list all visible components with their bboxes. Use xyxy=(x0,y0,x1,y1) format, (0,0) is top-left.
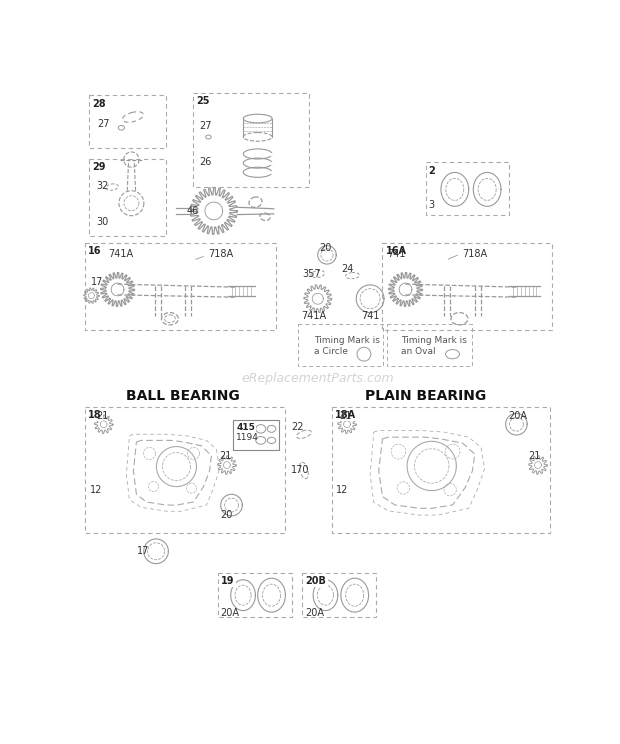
Text: 3: 3 xyxy=(428,200,435,210)
Text: 16A: 16A xyxy=(386,246,407,257)
Text: 19: 19 xyxy=(221,576,234,586)
Text: 29: 29 xyxy=(92,161,105,172)
Text: 17: 17 xyxy=(91,277,104,286)
Text: 18A: 18A xyxy=(335,410,356,420)
Bar xyxy=(303,573,376,618)
Bar xyxy=(383,243,552,330)
Text: 1194: 1194 xyxy=(236,433,259,442)
Bar xyxy=(218,573,291,618)
Text: 2: 2 xyxy=(428,165,435,176)
Text: 26: 26 xyxy=(199,158,211,167)
Bar xyxy=(425,162,508,215)
Bar xyxy=(85,406,285,533)
Text: a Circle: a Circle xyxy=(314,347,348,356)
Text: 24: 24 xyxy=(341,264,353,275)
Text: 21: 21 xyxy=(96,411,108,421)
Text: an Oval: an Oval xyxy=(401,347,435,356)
Text: 46: 46 xyxy=(187,206,199,216)
Text: 20: 20 xyxy=(221,510,233,520)
Bar xyxy=(298,324,383,367)
Text: 16: 16 xyxy=(88,246,102,257)
Text: 12: 12 xyxy=(335,484,348,495)
Text: 27: 27 xyxy=(97,119,110,129)
Text: 170: 170 xyxy=(291,466,309,475)
Bar xyxy=(332,406,551,533)
Text: 28: 28 xyxy=(92,98,106,109)
Bar xyxy=(85,243,276,330)
Text: 21: 21 xyxy=(339,411,352,421)
Bar xyxy=(89,95,166,148)
Text: 22: 22 xyxy=(291,422,304,432)
Text: Timing Mark is: Timing Mark is xyxy=(314,336,380,344)
Text: 718A: 718A xyxy=(463,249,488,259)
Text: 20A: 20A xyxy=(508,411,528,421)
Bar xyxy=(89,158,166,236)
Text: 25: 25 xyxy=(196,96,210,106)
Text: 20B: 20B xyxy=(306,576,326,586)
Text: 741A: 741A xyxy=(301,312,326,321)
Text: 18: 18 xyxy=(88,410,102,420)
Text: 20A: 20A xyxy=(221,608,240,618)
Text: 21: 21 xyxy=(219,451,231,461)
Bar xyxy=(233,420,279,449)
Text: BALL BEARING: BALL BEARING xyxy=(126,388,240,403)
Text: 357: 357 xyxy=(303,269,321,279)
Text: 21: 21 xyxy=(529,451,541,461)
Text: 415: 415 xyxy=(236,423,255,432)
Text: 27: 27 xyxy=(199,121,211,131)
Text: 32: 32 xyxy=(96,181,108,190)
Text: 17: 17 xyxy=(137,546,149,557)
Text: PLAIN BEARING: PLAIN BEARING xyxy=(365,388,486,403)
Text: 718A: 718A xyxy=(208,249,234,259)
Text: Timing Mark is: Timing Mark is xyxy=(401,336,467,344)
Text: 20A: 20A xyxy=(306,608,324,618)
Text: 20: 20 xyxy=(319,243,332,253)
Bar xyxy=(193,93,309,187)
Text: 741: 741 xyxy=(361,312,379,321)
Text: 741: 741 xyxy=(387,249,405,259)
Text: 30: 30 xyxy=(96,217,108,227)
Bar xyxy=(387,324,472,367)
Text: eReplacementParts.com: eReplacementParts.com xyxy=(241,371,394,385)
Text: 12: 12 xyxy=(90,484,102,495)
Text: 741A: 741A xyxy=(108,249,133,259)
